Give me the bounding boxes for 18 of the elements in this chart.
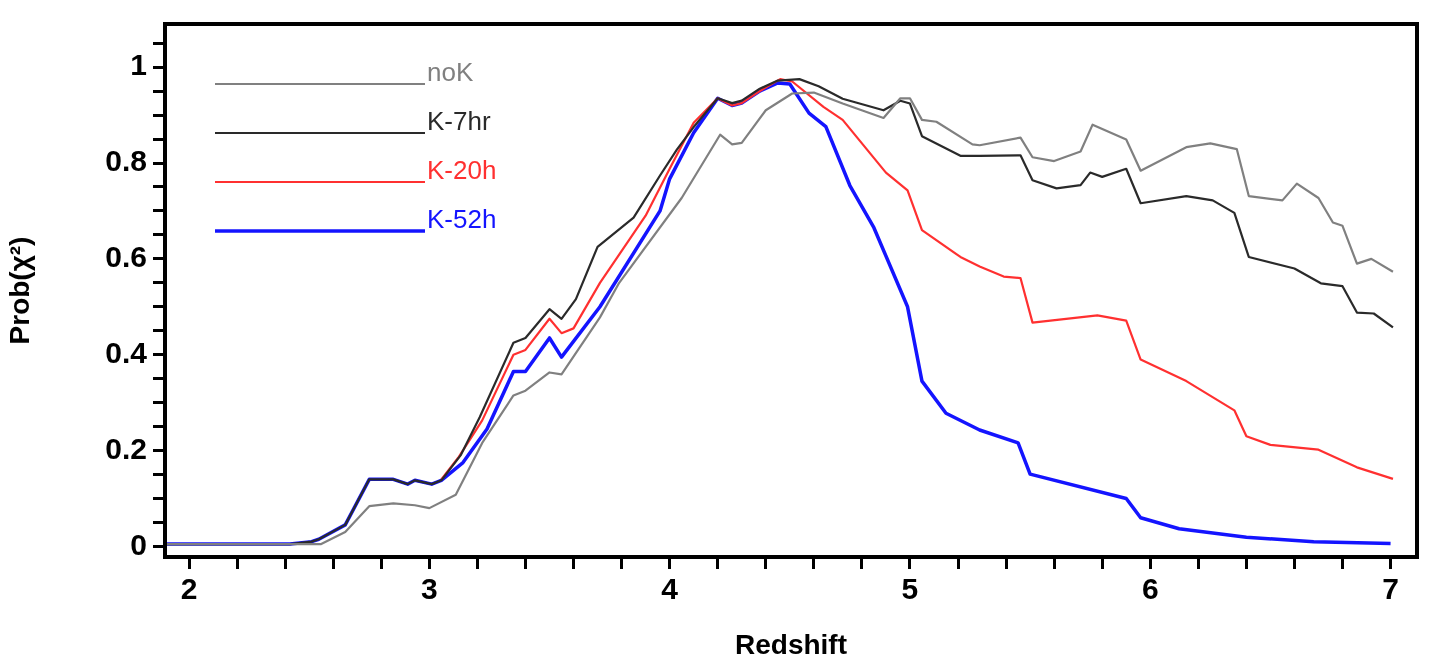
y-tick-label: 1 [130, 48, 147, 82]
text: K-7hr [427, 106, 491, 137]
y-tick-label: 0.6 [105, 240, 147, 274]
x-tick-label: 5 [901, 572, 919, 606]
y-tick-label: 0.2 [105, 431, 147, 465]
x-tick-label: 7 [1382, 572, 1399, 606]
x-tick-label: 3 [420, 572, 438, 606]
y-tick-label: 0 [130, 527, 147, 561]
text: K-20h [427, 155, 497, 186]
x-tick-label: 4 [661, 572, 679, 606]
text: noK [427, 57, 474, 88]
text: K-52h [427, 204, 497, 235]
x-axis-title: Redshift [735, 628, 847, 660]
y-tick-label: 0.4 [105, 335, 148, 369]
x-tick-label: 2 [180, 572, 198, 606]
y-tick-label: 0.8 [105, 144, 147, 178]
x-tick-label: 6 [1141, 572, 1159, 606]
y-axis-title: Prob(χ²) [3, 236, 35, 345]
